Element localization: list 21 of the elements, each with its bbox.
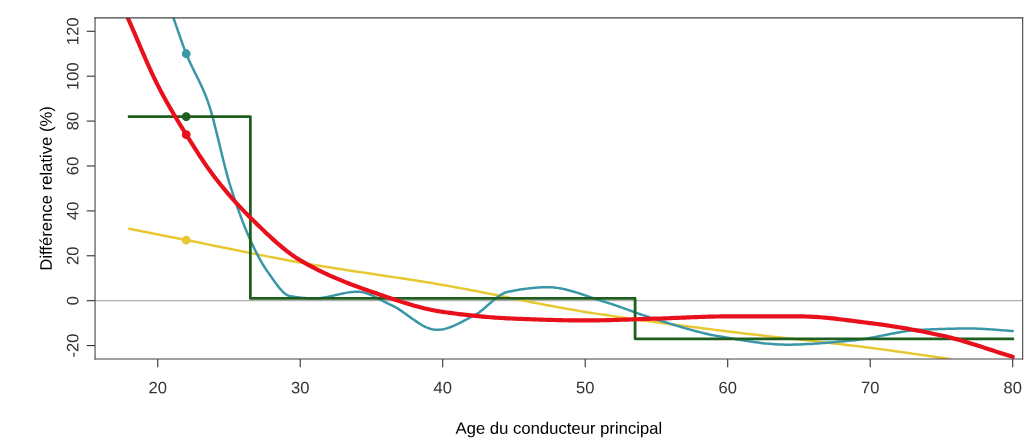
point — [181, 112, 191, 121]
y-tick-label: 60 — [66, 157, 79, 175]
y-tick-label: 100 — [66, 62, 79, 89]
y-tick-label: -20 — [66, 334, 79, 357]
x-tick-label: 20 — [149, 381, 167, 394]
x-axis-title: Age du conducteur principal — [455, 421, 662, 438]
y-axis-title: Différence relative (%) — [39, 107, 56, 270]
point — [181, 235, 191, 245]
y-tick-label: 20 — [66, 247, 79, 265]
x-tick-label: 30 — [291, 381, 309, 394]
point — [181, 130, 191, 139]
x-tick-label: 80 — [1004, 381, 1022, 394]
x-tick-label: 60 — [719, 381, 737, 394]
x-tick-label: 40 — [433, 381, 452, 394]
y-tick-label: 0 — [66, 296, 79, 305]
x-tick-label: 50 — [576, 381, 594, 394]
y-tick-label: 40 — [66, 202, 79, 220]
x-tick-label: 70 — [861, 381, 879, 394]
y-tick-label: 120 — [66, 18, 79, 44]
point — [181, 49, 191, 59]
y-tick-label: 80 — [66, 112, 79, 130]
